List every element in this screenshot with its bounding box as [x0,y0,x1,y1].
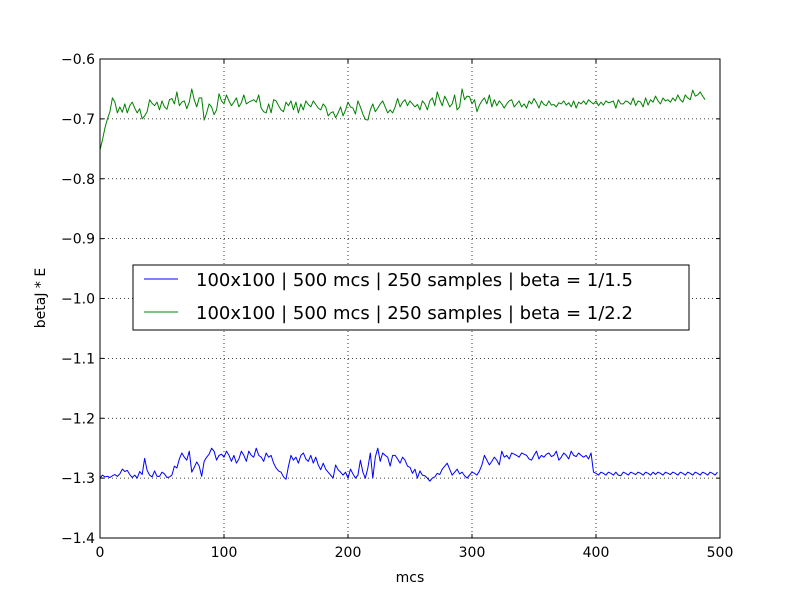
y-tick-label: −0.8 [61,172,95,188]
x-tick-label: 200 [335,545,362,561]
y-tick-label: −1.0 [61,292,95,308]
legend-label-series-2: 100x100 | 500 mcs | 250 samples | beta =… [196,303,633,324]
x-tick-label: 300 [459,545,486,561]
y-tick-label: −1.2 [61,411,95,427]
x-tick-label: 0 [96,545,105,561]
series-line-1 [99,447,718,482]
y-tick-label: −0.9 [61,232,95,248]
y-tick-label: −1.4 [61,531,95,547]
x-tick-label: 400 [583,545,610,561]
legend-label-series-1: 100x100 | 500 mcs | 250 samples | beta =… [196,270,633,291]
axis-ticks [99,58,721,539]
x-tick-label: 500 [707,545,734,561]
y-tick-label: −1.3 [61,471,95,487]
legend-box [132,264,690,331]
series-line-2 [99,88,706,151]
y-tick-label: −0.7 [61,112,95,128]
y-axis-label: betaJ * E [33,268,49,328]
y-tick-label: −1.1 [61,351,95,367]
tick-labels: 0 100 200 300 400 500 −1.4 −1.3 −1.2 −1.1 −1.0 −0.9… [61,52,733,561]
x-tick-label: 100 [211,545,238,561]
series-lines [99,88,718,482]
x-axis-label: mcs [396,570,425,586]
y-tick-label: −0.6 [61,52,95,68]
legend: 100x100 | 500 mcs | 250 samples | beta =… [132,264,690,331]
